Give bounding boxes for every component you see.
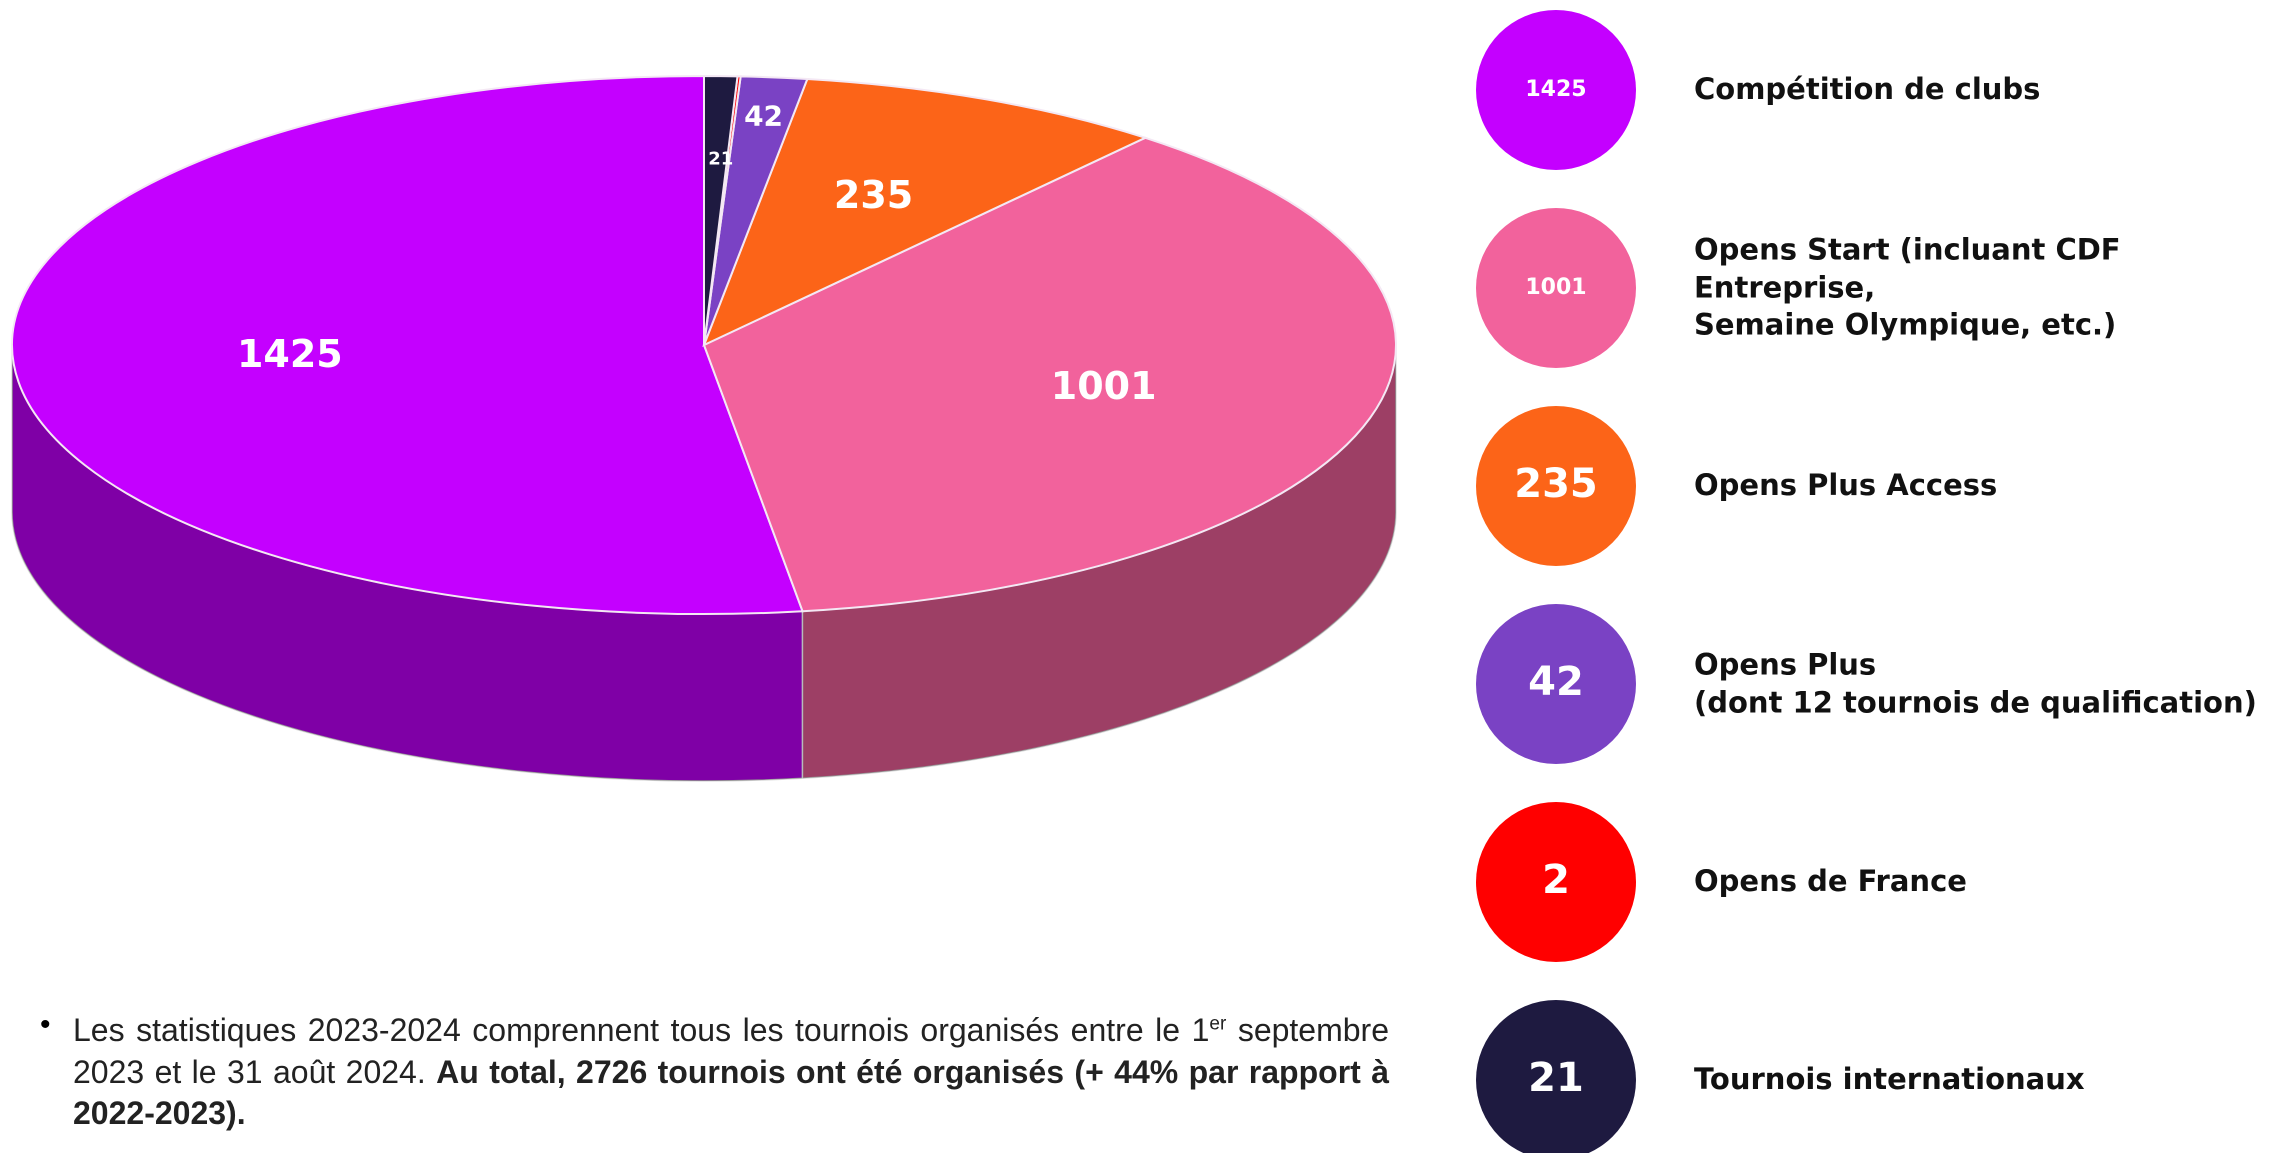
legend-value: 2 xyxy=(1542,857,1570,903)
slice-label: 235 xyxy=(834,173,913,217)
pie-slice xyxy=(11,74,804,615)
slice-label: 42 xyxy=(744,100,783,133)
note-sup: er xyxy=(1209,1013,1227,1035)
side-shade xyxy=(12,345,803,781)
legend-label: Opens Start (incluant CDF Entreprise, Se… xyxy=(1694,232,2121,342)
note-text: septembre 2023 et le 31 août 2024. xyxy=(73,1012,1390,1090)
slice-label: 21 xyxy=(708,149,733,170)
legend-value: 21 xyxy=(1528,1055,1584,1101)
legend-swatch xyxy=(1476,1000,1636,1153)
legend-value: 42 xyxy=(1528,659,1584,705)
note: Les statistiques 2023-2024 comprennent t… xyxy=(73,1010,1389,1135)
pie-slice xyxy=(702,136,1397,613)
side-shade xyxy=(802,345,1396,779)
legend-value: 1425 xyxy=(1525,77,1586,102)
slice-label: 1001 xyxy=(1051,364,1157,408)
legend-swatch xyxy=(1476,604,1636,764)
legend-label: Opens Plus Access xyxy=(1694,468,1998,503)
legend-value: 1001 xyxy=(1525,275,1586,300)
note-text: Les statistiques 2023-2024 comprennent t… xyxy=(73,1012,1210,1048)
legend-swatch xyxy=(1476,208,1636,368)
legend-swatch xyxy=(1476,802,1636,962)
legend-label: Compétition de clubs xyxy=(1694,72,2041,107)
pie-slice xyxy=(702,77,1148,347)
pie-slice xyxy=(703,74,739,346)
legend-label: Opens de France xyxy=(1694,864,1967,899)
legend-label: Opens Plus (dont 12 tournois de qualific… xyxy=(1694,647,2257,719)
note-bold: Au total, 2726 tournois ont été organisé… xyxy=(73,1053,1390,1132)
legend-label: Tournois internationaux xyxy=(1694,1062,2085,1097)
legend-value: 235 xyxy=(1514,461,1598,507)
legend-swatch xyxy=(1476,406,1636,566)
bullet: • xyxy=(40,1008,51,1041)
slice-label: 1425 xyxy=(237,332,343,376)
legend-swatch xyxy=(1476,10,1636,170)
